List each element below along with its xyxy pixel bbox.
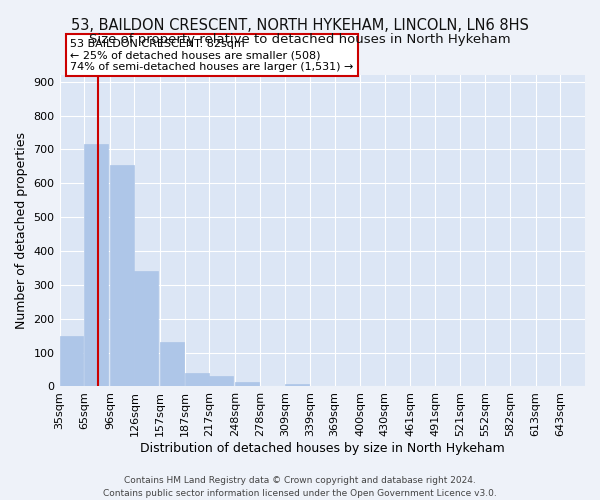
Text: 53, BAILDON CRESCENT, NORTH HYKEHAM, LINCOLN, LN6 8HS: 53, BAILDON CRESCENT, NORTH HYKEHAM, LIN… bbox=[71, 18, 529, 32]
Text: Size of property relative to detached houses in North Hykeham: Size of property relative to detached ho… bbox=[89, 32, 511, 46]
Bar bbox=[84, 144, 108, 386]
Bar bbox=[185, 373, 209, 386]
Bar bbox=[160, 342, 184, 386]
X-axis label: Distribution of detached houses by size in North Hykeham: Distribution of detached houses by size … bbox=[140, 442, 505, 455]
Bar bbox=[59, 336, 83, 386]
Bar bbox=[209, 376, 233, 386]
Text: Contains HM Land Registry data © Crown copyright and database right 2024.
Contai: Contains HM Land Registry data © Crown c… bbox=[103, 476, 497, 498]
Y-axis label: Number of detached properties: Number of detached properties bbox=[15, 132, 28, 329]
Bar bbox=[285, 384, 309, 386]
Bar bbox=[110, 164, 134, 386]
Bar bbox=[134, 272, 158, 386]
Text: 53 BAILDON CRESCENT: 82sqm
← 25% of detached houses are smaller (508)
74% of sem: 53 BAILDON CRESCENT: 82sqm ← 25% of deta… bbox=[70, 38, 353, 72]
Bar bbox=[235, 382, 259, 386]
